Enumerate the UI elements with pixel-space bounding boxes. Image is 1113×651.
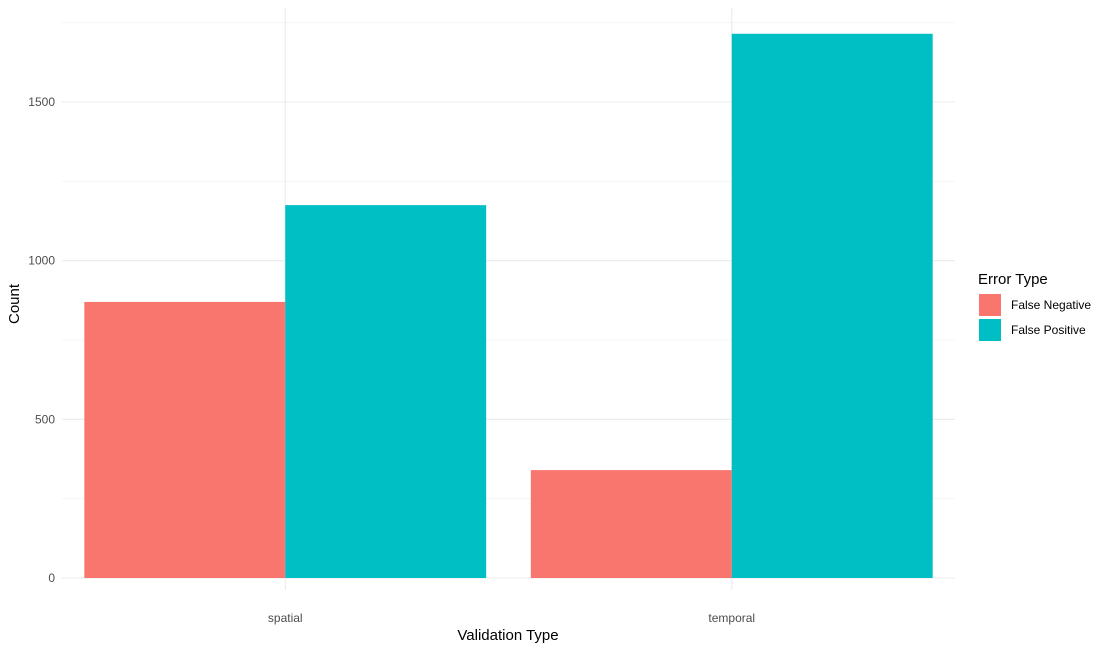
y-axis-title: Count [6,283,23,324]
bar-spatial-false-positive [285,205,487,578]
bar-spatial-false-negative [84,301,286,578]
legend-key-false-negative [979,294,1001,316]
bar-temporal-false-positive [731,33,933,579]
legend-label: False Negative [1011,298,1091,312]
y-axis-tick-labels: 0 500 1000 1500 [28,95,55,585]
x-axis-tick-labels: spatial temporal [268,611,755,625]
bar-temporal-false-negative [530,470,732,578]
y-tick-label: 1500 [28,95,55,109]
bars [84,33,933,579]
y-tick-label: 0 [48,571,55,585]
y-tick-label: 500 [35,412,55,426]
legend: Error Type False Negative False Positive [978,271,1091,341]
y-tick-label: 1000 [28,254,55,268]
x-tick-label: temporal [708,611,755,625]
legend-label: False Positive [1011,323,1086,337]
x-tick-label: spatial [268,611,303,625]
legend-key-false-positive [979,319,1001,341]
legend-title: Error Type [978,271,1048,288]
x-axis-title: Validation Type [457,627,558,644]
